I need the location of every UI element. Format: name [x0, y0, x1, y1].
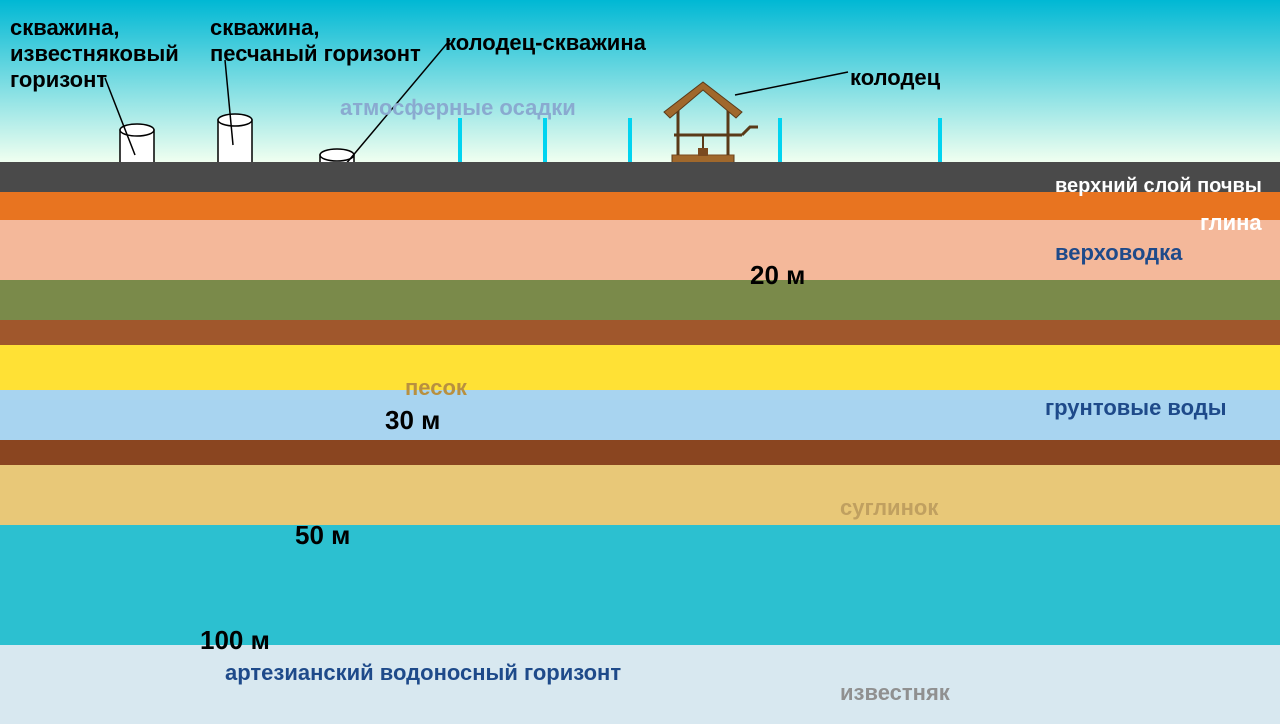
label-sand: песок [405, 375, 467, 401]
label-topsoil: верхний слой почвы [1055, 175, 1262, 198]
well-bore-label: колодец-скважина [445, 30, 646, 56]
label-limestone: известняк [840, 680, 950, 706]
precipitation-label: атмосферные осадки [340, 95, 576, 121]
label-clay: глина [1200, 210, 1262, 236]
limestone-borehole-depth: 100 м [200, 625, 270, 656]
label-perched: верховодка [1055, 240, 1182, 266]
well-bore-depth: 30 м [385, 405, 440, 436]
dug-well-label: колодец [850, 65, 940, 91]
sand-borehole-label: скважина, песчаный горизонт [210, 15, 421, 67]
layer-limestone [0, 645, 1280, 724]
label-loam: суглинок [840, 495, 938, 521]
limestone-borehole-label: скважина, известняковый горизонт [10, 15, 179, 93]
label-groundwater: грунтовые воды [1045, 395, 1227, 421]
dug-well-depth: 20 м [750, 260, 805, 291]
label-artesian: артезианский водоносный горизонт [225, 660, 621, 686]
sand-borehole-depth: 50 м [295, 520, 350, 551]
diagram-svg [0, 0, 1280, 724]
